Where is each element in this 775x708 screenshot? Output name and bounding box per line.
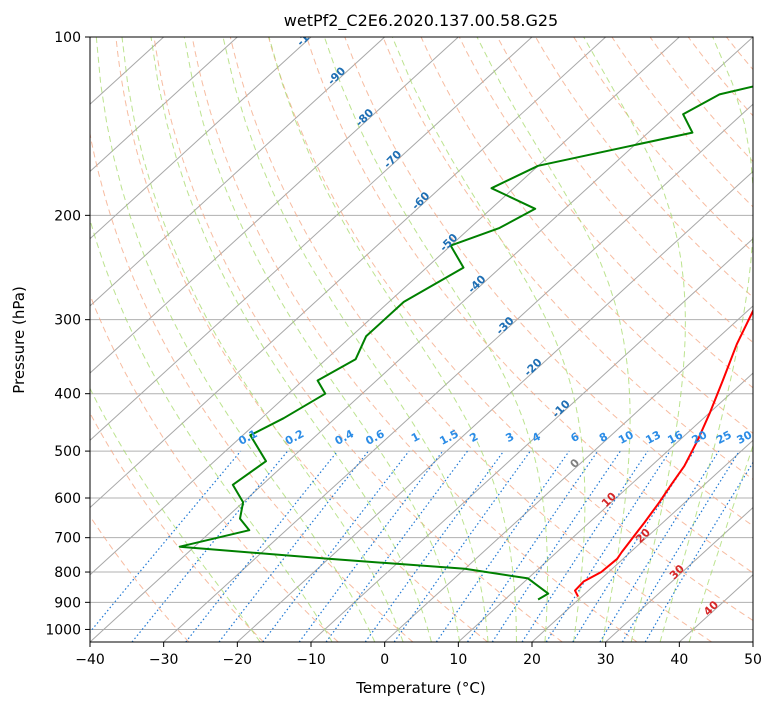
x-tick-label: 0 bbox=[380, 652, 389, 668]
moist-adiabat-line bbox=[222, 37, 489, 642]
isotherm-line bbox=[310, 237, 753, 642]
moist-adiabat-line bbox=[121, 37, 404, 642]
y-tick-label: 300 bbox=[54, 313, 81, 329]
dry-adiabat-line bbox=[90, 131, 414, 642]
isotherm-line bbox=[90, 37, 533, 442]
mixing-ratio-line bbox=[185, 450, 339, 642]
moist-adiabat-line bbox=[323, 37, 549, 642]
moist-adiabat-line bbox=[391, 37, 586, 642]
dewpoint-profile-line bbox=[178, 85, 753, 601]
mixing-ratio-line bbox=[218, 450, 369, 642]
dry-adiabat-line bbox=[306, 37, 753, 574]
isotherm-line bbox=[384, 305, 753, 642]
dry-adiabat-line bbox=[153, 37, 563, 642]
moist-adiabat-line bbox=[268, 37, 517, 642]
mixing-ratio-line bbox=[131, 450, 289, 642]
series-lines bbox=[178, 85, 753, 601]
moist-adiabat-line bbox=[90, 387, 261, 642]
chart-title: wetPf2_C2E6.2020.137.00.58.G25 bbox=[284, 11, 558, 31]
dry-adiabat-line bbox=[229, 37, 712, 642]
isotherm-line bbox=[163, 103, 753, 642]
moist-adiabat-line bbox=[90, 218, 333, 642]
isotherm-line bbox=[90, 37, 312, 240]
y-tick-label: 800 bbox=[54, 565, 81, 581]
y-tick-label: 1000 bbox=[45, 622, 81, 638]
mixing-ratio-label: 16 bbox=[665, 428, 685, 447]
dry-adiabat-line bbox=[268, 37, 753, 622]
dry-adiabat-line bbox=[649, 37, 753, 163]
moist-adiabat-line bbox=[95, 37, 376, 642]
dry-adiabat-line bbox=[420, 37, 753, 434]
mixing-ratio-line bbox=[262, 450, 410, 642]
y-tick-label: 500 bbox=[54, 444, 81, 460]
isotherm-line bbox=[90, 37, 238, 173]
dry-adiabat-line bbox=[382, 37, 753, 481]
y-tick-label: 200 bbox=[54, 208, 81, 224]
y-axis-ticks: 100 200 300 400 500 600 700 800 900 1000 bbox=[45, 30, 90, 638]
moist-adiabat-line bbox=[688, 443, 753, 642]
x-tick-label: 10 bbox=[449, 652, 467, 668]
mixing-ratio-label: 20 bbox=[690, 428, 710, 447]
y-tick-label: 100 bbox=[54, 30, 81, 46]
dry-adiabat-line bbox=[115, 37, 488, 642]
y-axis-label: Pressure (hPa) bbox=[10, 286, 28, 394]
moist-adiabat-line bbox=[183, 37, 461, 642]
x-axis-ticks: −40 −30 −20 −10 0 10 20 30 40 50 bbox=[75, 642, 762, 668]
dry-adiabat-line bbox=[496, 37, 753, 344]
dry-adiabat-line bbox=[573, 37, 753, 253]
x-tick-label: 20 bbox=[523, 652, 541, 668]
x-tick-label: −30 bbox=[149, 652, 179, 668]
mixing-ratio-line bbox=[644, 461, 753, 642]
isotherm-line bbox=[457, 372, 753, 642]
mixing-ratio-label: 10 bbox=[616, 428, 636, 447]
x-tick-label: 50 bbox=[744, 652, 762, 668]
mixing-ratio-label: 25 bbox=[714, 428, 734, 447]
moist-adiabat-line bbox=[659, 37, 753, 642]
temperature-profile-line bbox=[574, 308, 753, 598]
x-tick-label: −20 bbox=[223, 652, 253, 668]
isotherm-line bbox=[605, 506, 753, 642]
mixing-ratio-line bbox=[90, 450, 242, 633]
mixing-ratio-line bbox=[467, 450, 599, 642]
dry-adiabat-line bbox=[191, 37, 638, 642]
isotherm-label: -100 bbox=[294, 20, 323, 49]
mixing-ratio-line bbox=[545, 450, 671, 642]
dry-adiabat-line bbox=[344, 37, 753, 527]
isotherm-line bbox=[90, 37, 680, 576]
dry-adiabat-line bbox=[90, 293, 339, 642]
plot-frame bbox=[89, 36, 754, 643]
y-tick-label: 700 bbox=[54, 531, 81, 547]
isotherm-line bbox=[531, 439, 753, 642]
y-tick-label: 400 bbox=[54, 387, 81, 403]
mixing-ratio-label: 30 bbox=[735, 428, 755, 447]
mixing-ratio-line bbox=[393, 450, 531, 642]
isotherm-line bbox=[90, 37, 459, 374]
dry-adiabat-line bbox=[458, 37, 753, 389]
x-tick-label: −10 bbox=[296, 652, 326, 668]
dry-adiabat-line bbox=[90, 412, 264, 642]
moist-adiabat-line bbox=[476, 37, 631, 642]
moist-adiabat-line bbox=[150, 37, 432, 642]
background-lines bbox=[90, 37, 753, 642]
isotherm-line bbox=[90, 37, 386, 307]
y-tick-label: 900 bbox=[54, 595, 81, 611]
x-axis-label: Temperature (°C) bbox=[355, 679, 485, 697]
x-tick-label: 40 bbox=[670, 652, 688, 668]
x-tick-label: 30 bbox=[597, 652, 615, 668]
mixing-ratio-line bbox=[599, 450, 720, 642]
x-tick-label: −40 bbox=[75, 652, 105, 668]
isotherm-line bbox=[236, 170, 753, 642]
mixing-ratio-line bbox=[621, 450, 740, 642]
moist-adiabat-line bbox=[583, 37, 686, 642]
mixing-ratio-label: 13 bbox=[643, 428, 663, 447]
y-tick-label: 600 bbox=[54, 491, 81, 507]
mixing-ratio-line bbox=[364, 450, 505, 642]
isotherm-line bbox=[90, 37, 607, 509]
